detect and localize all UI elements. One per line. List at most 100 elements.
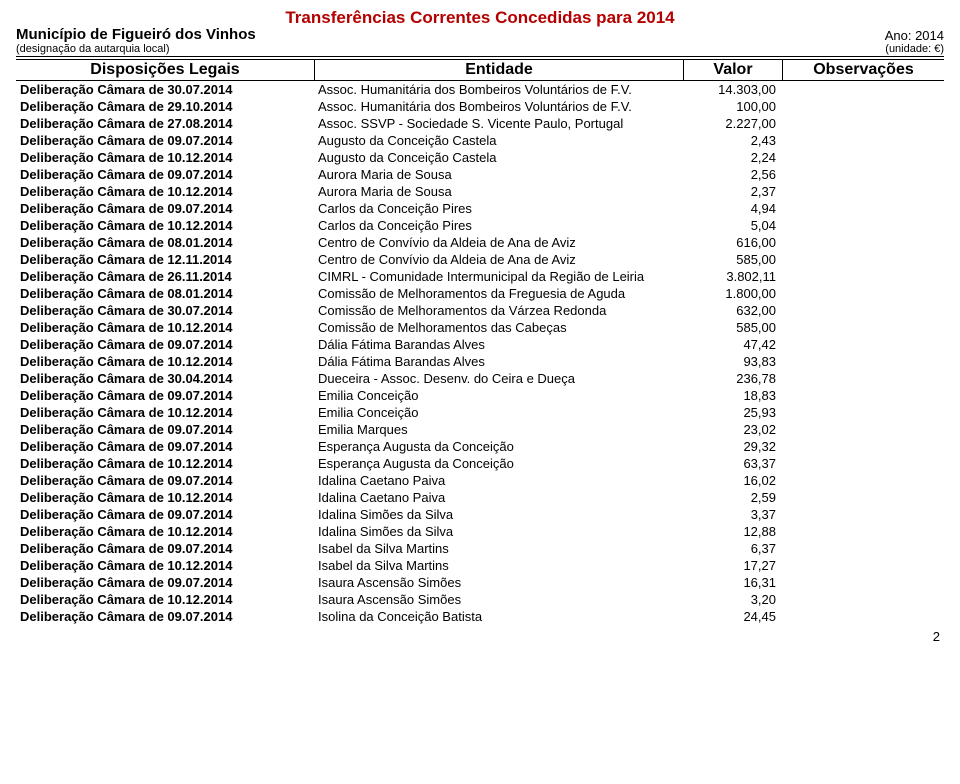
table-row: Deliberação Câmara de 10.12.2014Comissão… bbox=[16, 319, 944, 336]
unidade-label: (unidade: €) bbox=[885, 43, 944, 55]
table-row: Deliberação Câmara de 10.12.2014Aurora M… bbox=[16, 183, 944, 200]
cell-valor: 3,37 bbox=[682, 506, 780, 523]
cell-disposicao: Deliberação Câmara de 09.07.2014 bbox=[16, 200, 314, 217]
cell-valor: 47,42 bbox=[682, 336, 780, 353]
cell-observacoes bbox=[780, 132, 944, 149]
table-row: Deliberação Câmara de 09.07.2014Dália Fá… bbox=[16, 336, 944, 353]
cell-valor: 16,02 bbox=[682, 472, 780, 489]
cell-valor: 18,83 bbox=[682, 387, 780, 404]
col-header-observacoes: Observações bbox=[783, 60, 944, 80]
cell-entidade: Assoc. SSVP - Sociedade S. Vicente Paulo… bbox=[314, 115, 682, 132]
cell-disposicao: Deliberação Câmara de 09.07.2014 bbox=[16, 574, 314, 591]
table-row: Deliberação Câmara de 10.12.2014Isabel d… bbox=[16, 557, 944, 574]
cell-observacoes bbox=[780, 370, 944, 387]
table-row: Deliberação Câmara de 30.07.2014Assoc. H… bbox=[16, 81, 944, 98]
cell-entidade: Aurora Maria de Sousa bbox=[314, 183, 682, 200]
table-row: Deliberação Câmara de 09.07.2014Emilia C… bbox=[16, 387, 944, 404]
cell-entidade: Dália Fátima Barandas Alves bbox=[314, 353, 682, 370]
cell-entidade: Comissão de Melhoramentos das Cabeças bbox=[314, 319, 682, 336]
cell-entidade: Isolina da Conceição Batista bbox=[314, 608, 682, 625]
sub-header-row: (designação da autarquia local) (unidade… bbox=[16, 43, 944, 57]
table-row: Deliberação Câmara de 26.11.2014CIMRL - … bbox=[16, 268, 944, 285]
cell-valor: 6,37 bbox=[682, 540, 780, 557]
cell-valor: 25,93 bbox=[682, 404, 780, 421]
cell-valor: 93,83 bbox=[682, 353, 780, 370]
table-row: Deliberação Câmara de 09.07.2014Idalina … bbox=[16, 506, 944, 523]
cell-valor: 12,88 bbox=[682, 523, 780, 540]
cell-disposicao: Deliberação Câmara de 10.12.2014 bbox=[16, 183, 314, 200]
cell-valor: 2,59 bbox=[682, 489, 780, 506]
cell-observacoes bbox=[780, 268, 944, 285]
cell-disposicao: Deliberação Câmara de 10.12.2014 bbox=[16, 353, 314, 370]
cell-entidade: Dália Fátima Barandas Alves bbox=[314, 336, 682, 353]
cell-entidade: Emilia Conceição bbox=[314, 404, 682, 421]
table-row: Deliberação Câmara de 09.07.2014Aurora M… bbox=[16, 166, 944, 183]
cell-observacoes bbox=[780, 319, 944, 336]
cell-observacoes bbox=[780, 523, 944, 540]
cell-disposicao: Deliberação Câmara de 27.08.2014 bbox=[16, 115, 314, 132]
cell-entidade: Idalina Simões da Silva bbox=[314, 506, 682, 523]
cell-entidade: Aurora Maria de Sousa bbox=[314, 166, 682, 183]
cell-valor: 16,31 bbox=[682, 574, 780, 591]
cell-observacoes bbox=[780, 506, 944, 523]
cell-disposicao: Deliberação Câmara de 10.12.2014 bbox=[16, 455, 314, 472]
cell-entidade: Esperança Augusta da Conceição bbox=[314, 455, 682, 472]
table-row: Deliberação Câmara de 09.07.2014Isaura A… bbox=[16, 574, 944, 591]
cell-observacoes bbox=[780, 200, 944, 217]
cell-disposicao: Deliberação Câmara de 10.12.2014 bbox=[16, 591, 314, 608]
cell-entidade: Isaura Ascensão Simões bbox=[314, 574, 682, 591]
cell-entidade: Idalina Caetano Paiva bbox=[314, 489, 682, 506]
cell-valor: 2,56 bbox=[682, 166, 780, 183]
cell-valor: 63,37 bbox=[682, 455, 780, 472]
cell-valor: 2,24 bbox=[682, 149, 780, 166]
cell-valor: 14.303,00 bbox=[682, 81, 780, 98]
cell-disposicao: Deliberação Câmara de 30.07.2014 bbox=[16, 302, 314, 319]
cell-valor: 585,00 bbox=[682, 319, 780, 336]
cell-observacoes bbox=[780, 438, 944, 455]
cell-disposicao: Deliberação Câmara de 09.07.2014 bbox=[16, 166, 314, 183]
table-row: Deliberação Câmara de 10.12.2014Idalina … bbox=[16, 523, 944, 540]
cell-entidade: Centro de Convívio da Aldeia de Ana de A… bbox=[314, 234, 682, 251]
cell-disposicao: Deliberação Câmara de 09.07.2014 bbox=[16, 506, 314, 523]
cell-observacoes bbox=[780, 81, 944, 98]
cell-valor: 585,00 bbox=[682, 251, 780, 268]
cell-disposicao: Deliberação Câmara de 10.12.2014 bbox=[16, 523, 314, 540]
cell-disposicao: Deliberação Câmara de 10.12.2014 bbox=[16, 404, 314, 421]
cell-disposicao: Deliberação Câmara de 26.11.2014 bbox=[16, 268, 314, 285]
cell-disposicao: Deliberação Câmara de 10.12.2014 bbox=[16, 557, 314, 574]
cell-observacoes bbox=[780, 183, 944, 200]
cell-valor: 23,02 bbox=[682, 421, 780, 438]
cell-entidade: CIMRL - Comunidade Intermunicipal da Reg… bbox=[314, 268, 682, 285]
data-table: Deliberação Câmara de 30.07.2014Assoc. H… bbox=[16, 81, 944, 625]
designacao-label: (designação da autarquia local) bbox=[16, 43, 170, 55]
cell-valor: 1.800,00 bbox=[682, 285, 780, 302]
col-header-entidade: Entidade bbox=[315, 60, 684, 80]
cell-valor: 17,27 bbox=[682, 557, 780, 574]
ano-label: Ano: 2014 bbox=[885, 28, 944, 43]
cell-disposicao: Deliberação Câmara de 09.07.2014 bbox=[16, 438, 314, 455]
cell-entidade: Carlos da Conceição Pires bbox=[314, 217, 682, 234]
table-row: Deliberação Câmara de 08.01.2014Centro d… bbox=[16, 234, 944, 251]
cell-disposicao: Deliberação Câmara de 09.07.2014 bbox=[16, 608, 314, 625]
cell-valor: 3.802,11 bbox=[682, 268, 780, 285]
table-row: Deliberação Câmara de 10.12.2014Idalina … bbox=[16, 489, 944, 506]
table-row: Deliberação Câmara de 08.01.2014Comissão… bbox=[16, 285, 944, 302]
table-row: Deliberação Câmara de 27.08.2014Assoc. S… bbox=[16, 115, 944, 132]
table-row: Deliberação Câmara de 10.12.2014Augusto … bbox=[16, 149, 944, 166]
table-row: Deliberação Câmara de 10.12.2014Isaura A… bbox=[16, 591, 944, 608]
col-header-valor: Valor bbox=[684, 60, 783, 80]
cell-observacoes bbox=[780, 251, 944, 268]
cell-disposicao: Deliberação Câmara de 10.12.2014 bbox=[16, 149, 314, 166]
cell-disposicao: Deliberação Câmara de 29.10.2014 bbox=[16, 98, 314, 115]
cell-entidade: Centro de Convívio da Aldeia de Ana de A… bbox=[314, 251, 682, 268]
cell-valor: 632,00 bbox=[682, 302, 780, 319]
cell-observacoes bbox=[780, 574, 944, 591]
header-row: Município de Figueiró dos Vinhos Ano: 20… bbox=[16, 26, 944, 43]
cell-disposicao: Deliberação Câmara de 08.01.2014 bbox=[16, 285, 314, 302]
cell-observacoes bbox=[780, 217, 944, 234]
cell-valor: 2.227,00 bbox=[682, 115, 780, 132]
cell-valor: 4,94 bbox=[682, 200, 780, 217]
cell-observacoes bbox=[780, 302, 944, 319]
cell-disposicao: Deliberação Câmara de 08.01.2014 bbox=[16, 234, 314, 251]
table-row: Deliberação Câmara de 09.07.2014Esperanç… bbox=[16, 438, 944, 455]
